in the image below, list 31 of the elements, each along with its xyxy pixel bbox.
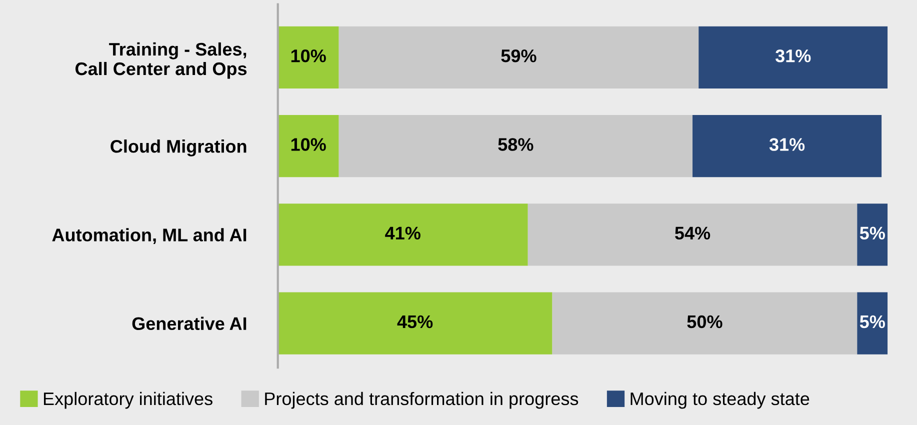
bar <box>552 292 858 354</box>
bar <box>338 115 693 178</box>
data-label: 10% <box>291 138 326 151</box>
legend-label: Moving to steady state <box>630 392 810 409</box>
data-label: 41% <box>385 226 420 240</box>
y-tick-label: Training - Sales, Call Center and Ops <box>75 42 247 79</box>
data-label: 45% <box>397 315 433 328</box>
bar <box>692 115 882 178</box>
data-label: 5% <box>860 226 885 240</box>
data-label: 10% <box>291 49 326 62</box>
bar <box>278 292 552 354</box>
data-label: 50% <box>687 315 722 328</box>
data-label: 31% <box>769 138 805 151</box>
data-label: 58% <box>498 138 534 151</box>
legend-label: Exploratory initiatives <box>44 392 212 409</box>
bar <box>857 292 888 354</box>
y-tick-label: Cloud Migration <box>110 140 246 156</box>
bar <box>528 204 858 266</box>
data-label: 31% <box>775 49 811 62</box>
bar <box>278 115 339 178</box>
data-label: 54% <box>675 226 710 240</box>
bar <box>278 26 339 88</box>
legend-label: Projects and transformation in progress <box>265 392 578 409</box>
data-label: 5% <box>860 315 885 328</box>
y-tick-label: Automation, ML and AI <box>52 228 246 244</box>
y-tick-label: Generative AI <box>132 316 246 330</box>
bar <box>278 204 528 266</box>
bar <box>338 26 699 88</box>
data-label: 59% <box>501 49 536 62</box>
bar <box>698 26 888 88</box>
bar <box>857 204 888 266</box>
